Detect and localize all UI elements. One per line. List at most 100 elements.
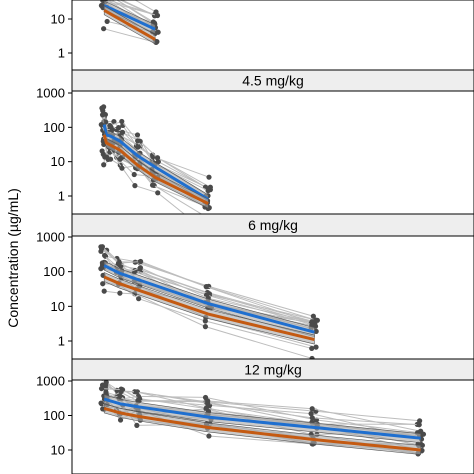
y-tick-label: 10	[51, 299, 65, 314]
observed-profile	[134, 0, 157, 13]
observed-point	[131, 171, 137, 178]
panel-4-plot-area	[98, 380, 427, 457]
observed-point	[115, 125, 122, 131]
observed-point	[101, 162, 107, 168]
panel-1-plot-area	[98, 0, 161, 46]
median-line-2	[103, 407, 421, 452]
observed-point	[99, 112, 106, 118]
observed-point	[107, 123, 113, 129]
observed-point	[104, 18, 110, 25]
y-tick-label: 1000	[36, 86, 65, 101]
panel-1: 1 10	[51, 0, 474, 71]
observed-point	[99, 264, 106, 270]
observed-point	[203, 283, 209, 290]
panel-4-strip-label: 12 mg/kg	[244, 362, 302, 378]
observed-point	[104, 154, 110, 160]
observed-point	[205, 188, 211, 194]
observed-point	[135, 144, 141, 150]
panel-4: 12 mg/kg 10 100 1000	[36, 358, 474, 474]
y-tick-label: 1	[58, 189, 65, 204]
observed-point	[153, 9, 159, 15]
observed-point	[98, 385, 105, 392]
observed-point	[202, 318, 208, 324]
observed-point	[155, 190, 161, 196]
y-tick-label: 100	[43, 120, 65, 135]
observed-point	[117, 290, 123, 296]
y-tick-label: 1	[58, 46, 65, 61]
y-tick-label: 10	[51, 154, 65, 169]
observed-point	[119, 129, 126, 135]
panel-3-frame	[71, 235, 474, 360]
observed-point	[109, 127, 115, 133]
observed-point	[100, 281, 106, 287]
panel-3-plot-area	[98, 244, 320, 359]
observed-point	[102, 252, 108, 259]
observed-point	[138, 258, 144, 265]
observed-point	[98, 400, 104, 406]
observed-point	[118, 388, 124, 395]
panel-1-frame	[71, 0, 474, 71]
observed-point	[309, 345, 315, 352]
observed-profile	[103, 28, 157, 43]
observed-point	[117, 417, 124, 423]
y-tick-label: 1	[58, 334, 65, 349]
observed-point	[101, 26, 107, 32]
observed-point	[117, 393, 123, 399]
panel-3-strip-label: 6 mg/kg	[248, 217, 298, 233]
observed-point	[136, 296, 142, 302]
median-line-1	[103, 4, 156, 31]
observed-point	[155, 29, 161, 35]
observed-point	[203, 405, 209, 411]
y-tick-label: 1000	[36, 374, 65, 389]
observed-point	[98, 122, 104, 128]
panel-2: 4.5 mg/kg 1 10 100 1000	[36, 69, 474, 215]
observed-point	[133, 389, 140, 395]
panel-2-plot-area	[98, 104, 213, 214]
observed-point	[134, 132, 141, 138]
observed-point	[308, 411, 314, 417]
y-tick-label: 10	[51, 12, 65, 27]
median-line-1	[102, 124, 209, 201]
observed-point	[116, 260, 122, 266]
observed-point	[206, 174, 212, 180]
observed-point	[119, 118, 125, 125]
observed-point	[309, 355, 315, 359]
y-tick-label: 1000	[36, 230, 65, 245]
observed-point	[310, 313, 316, 319]
observed-point	[111, 118, 117, 125]
observed-point	[202, 324, 209, 330]
prediction-band	[103, 130, 209, 209]
y-tick-label: 100	[43, 264, 65, 279]
observed-point	[149, 182, 156, 188]
observed-point	[99, 246, 105, 252]
observed-point	[119, 165, 125, 171]
observed-profile	[116, 0, 154, 23]
panel-2-strip-label: 4.5 mg/kg	[242, 73, 303, 89]
observed-point	[205, 400, 211, 406]
observed-point	[313, 344, 319, 350]
median-line-2	[103, 9, 156, 41]
median-line-1	[103, 397, 421, 440]
observed-point	[313, 328, 319, 334]
observed-point	[137, 265, 144, 271]
panel-3: 6 mg/kg 1 10 100 1000	[36, 213, 474, 360]
observed-point	[134, 422, 140, 428]
y-tick-label: 100	[43, 408, 65, 423]
observed-point	[309, 406, 315, 412]
observed-point	[135, 138, 141, 144]
median-line-2	[102, 134, 209, 205]
observed-point	[154, 155, 161, 161]
observed-point	[416, 422, 422, 428]
y-tick-label: 10	[51, 443, 65, 458]
panel-4-frame	[71, 379, 474, 474]
observed-point	[309, 319, 315, 325]
y-axis-label: Concentration (µg/mL)	[5, 188, 21, 328]
observed-point	[309, 415, 315, 421]
median-line-2	[103, 275, 315, 342]
observed-point	[136, 395, 143, 402]
observed-point	[206, 433, 212, 439]
median-line-1	[103, 264, 315, 334]
observed-point	[103, 382, 109, 388]
observed-point	[132, 183, 138, 189]
observed-point	[101, 288, 107, 294]
